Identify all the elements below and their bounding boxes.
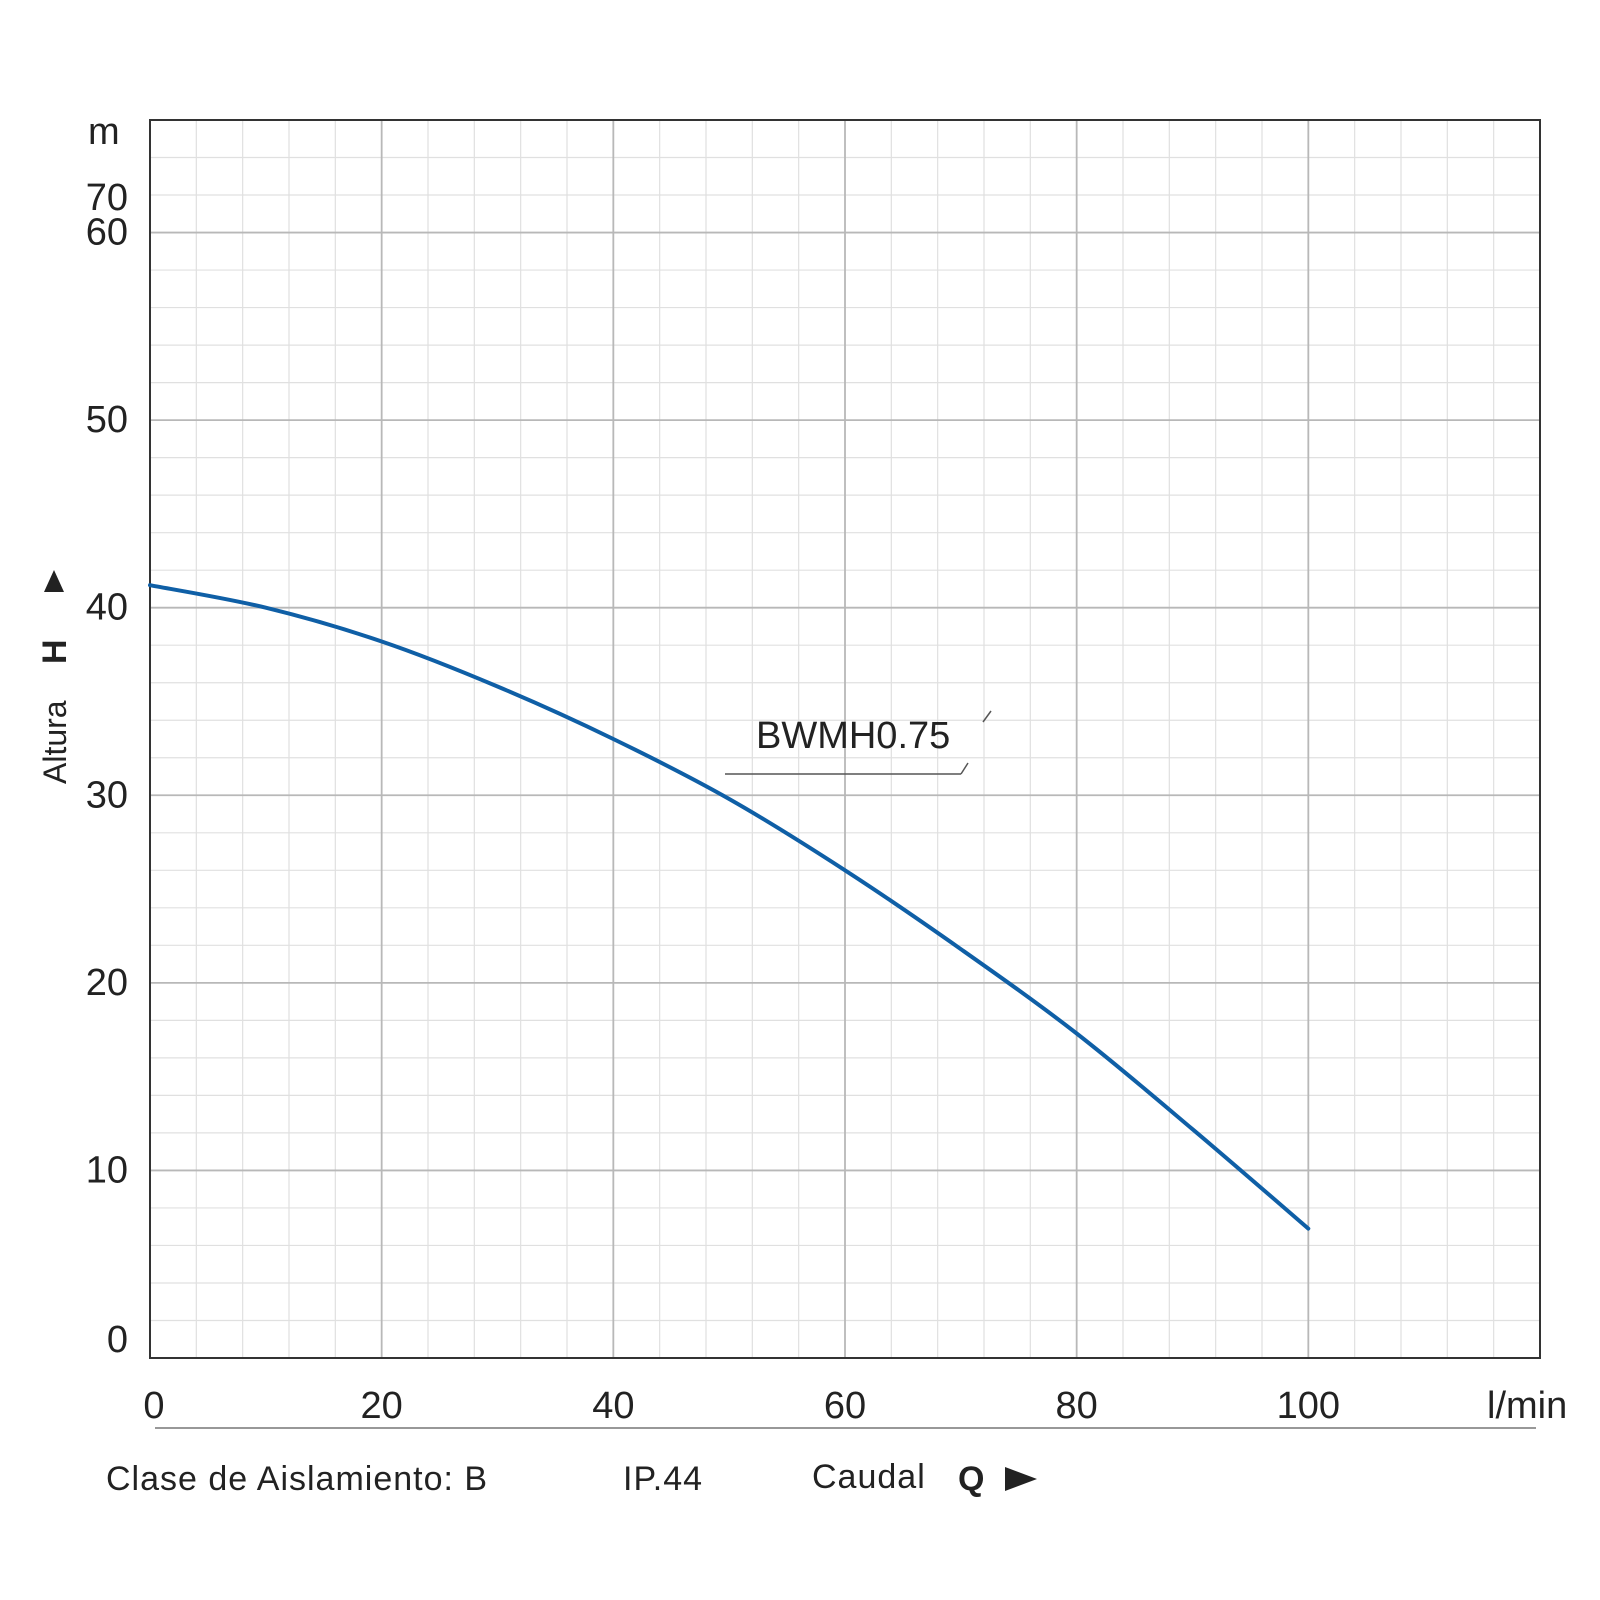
callout-tick-bottom [960,762,969,775]
x-tick-label: 100 [1277,1385,1340,1427]
y-axis-title-text: Altura [37,700,73,784]
x-tick-labels: 0 20 40 60 80 100 [143,1385,1340,1427]
callout-tick-top [982,710,992,723]
flow-label-text: Caudal [812,1458,926,1496]
ip-rating-text: IP.44 [623,1460,703,1498]
series-line-BWMH0.75 [148,583,1311,1231]
x-unit-label: l/min [1487,1385,1567,1427]
x-tick-label: 0 [143,1385,164,1427]
y-tick-label: 0 [107,1319,128,1361]
y-axis-title-symbol: H [36,639,74,664]
major-grid [150,120,1540,1358]
y-tick-label: 50 [86,399,128,441]
y-tick-label: 60 [86,212,128,254]
y-axis-arrow-icon [44,570,64,592]
series-label-callout: BWMH0.75 [725,710,992,775]
plot-frame [149,119,1541,1359]
x-axis-arrow-icon [1005,1467,1037,1491]
series-label: BWMH0.75 [756,715,950,757]
x-tick-label: 20 [361,1385,403,1427]
x-tick-label: 40 [592,1385,634,1427]
insulation-class-text: Clase de Aislamiento: B [106,1460,488,1498]
y-axis-title: Altura H [36,639,74,784]
y-tick-label: 10 [86,1149,128,1191]
x-tick-label: 60 [824,1385,866,1427]
y-tick-label: 70 [86,177,128,219]
flow-symbol-text: Q [958,1460,985,1498]
y-tick-label: 20 [86,962,128,1004]
series-layer [148,583,1311,1231]
y-tick-label: 30 [86,774,128,816]
x-tick-label: 80 [1056,1385,1098,1427]
y-unit-label: m [88,111,120,153]
y-tick-label: 40 [86,587,128,629]
